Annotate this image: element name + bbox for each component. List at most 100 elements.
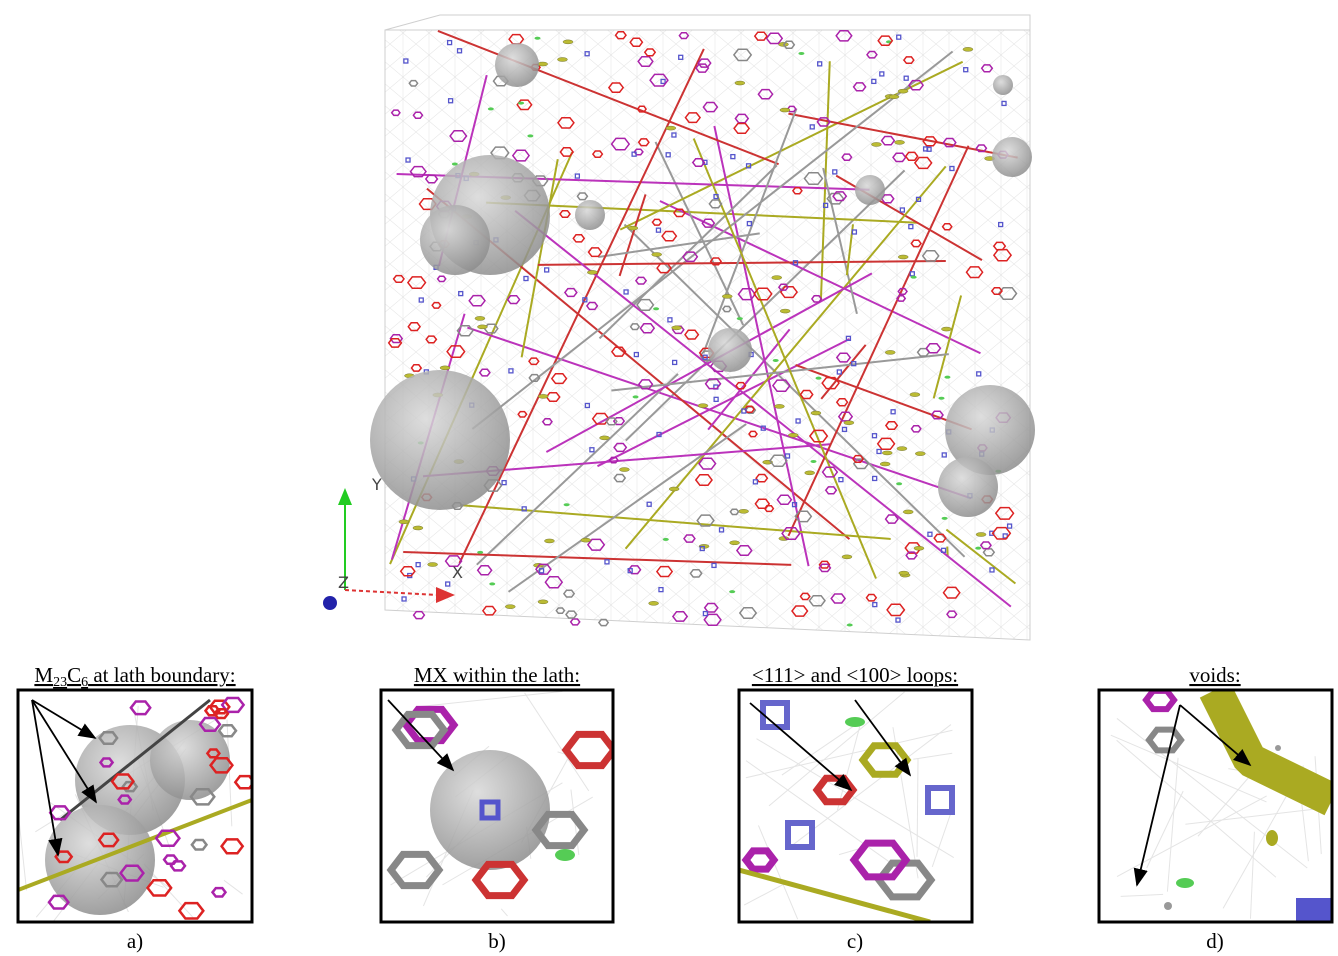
precipitate (628, 226, 638, 230)
precipitate (581, 538, 591, 542)
precipitate (563, 40, 573, 44)
void (1164, 902, 1172, 910)
precipitate (816, 377, 822, 380)
simulation-box (370, 15, 1035, 640)
precipitate (538, 394, 548, 398)
void (992, 137, 1032, 177)
precipitate (518, 102, 524, 105)
inset (381, 690, 615, 922)
precipitate (1176, 878, 1194, 888)
precipitate (477, 325, 487, 329)
precipitate (939, 397, 945, 400)
void (370, 370, 510, 510)
precipitate (772, 276, 782, 280)
void (575, 200, 605, 230)
precipitate (898, 255, 908, 259)
precipitate (652, 253, 662, 257)
precipitate (619, 468, 629, 472)
axis-label: Z (338, 573, 349, 592)
precipitate (914, 546, 924, 550)
precipitate (587, 270, 597, 274)
void (495, 43, 539, 87)
panel-label: d) (1206, 929, 1224, 953)
precipitate (963, 47, 973, 51)
precipitate (505, 605, 515, 609)
precipitate (666, 126, 676, 130)
precipitate (633, 395, 639, 398)
panel-title: M23C6 at lath boundary: (34, 663, 235, 690)
precipitate (847, 623, 853, 626)
precipitate (788, 433, 798, 437)
precipitate (811, 411, 821, 415)
precipitate (780, 309, 790, 313)
precipitate (915, 452, 925, 456)
precipitate (735, 81, 745, 85)
precipitate (729, 590, 735, 593)
precipitate (976, 532, 986, 536)
panel-label: b) (488, 929, 506, 953)
panel-title: <111> and <100> loops: (752, 663, 958, 687)
precipitate (975, 547, 981, 550)
panel-label: a) (127, 929, 143, 953)
precipitate (880, 462, 890, 466)
precipitate (845, 717, 865, 727)
inset (1099, 690, 1333, 922)
precipitate (882, 451, 892, 455)
precipitate (842, 555, 852, 559)
precipitate (488, 107, 494, 110)
precipitate (805, 471, 815, 475)
precipitate (527, 134, 533, 137)
precipitate (413, 526, 423, 530)
precipitate (538, 600, 548, 604)
loop (571, 619, 580, 625)
precipitate (899, 571, 909, 575)
precipitate (798, 52, 804, 55)
precipitate (773, 359, 779, 362)
precipitate (653, 307, 659, 310)
precipitate (730, 541, 740, 545)
panel-title: MX within the lath: (414, 663, 580, 687)
axis-label: Y (371, 475, 382, 494)
precipitate (428, 563, 438, 567)
precipitate (944, 376, 950, 379)
precipitate (896, 482, 902, 485)
precipitate (780, 108, 790, 112)
precipitate (885, 350, 895, 354)
void (708, 328, 752, 372)
precipitate (871, 142, 881, 146)
precipitate (538, 62, 548, 66)
precipitate (698, 404, 708, 408)
inset (18, 690, 254, 922)
precipitate (475, 316, 485, 320)
void (420, 205, 490, 275)
void (150, 720, 230, 800)
precipitate (942, 517, 948, 520)
precipitate (910, 393, 920, 397)
axis-label: X (452, 563, 463, 582)
panel-title: voids: (1189, 663, 1240, 687)
precipitate (911, 276, 917, 279)
void (938, 457, 998, 517)
precipitate (897, 447, 907, 451)
precipitate (544, 539, 554, 543)
precipitate (774, 404, 784, 408)
precipitate (663, 538, 669, 541)
loop (1296, 898, 1332, 922)
precipitate (669, 487, 679, 491)
figure: Y X Z M23C6 at lath boundary: MX within … (0, 0, 1338, 956)
precipitate (810, 460, 816, 463)
precipitate (722, 294, 732, 298)
void (1275, 745, 1281, 751)
panel-label: c) (847, 929, 863, 953)
precipitate (555, 849, 575, 861)
precipitate (672, 326, 682, 330)
void (855, 175, 885, 205)
precipitate (535, 37, 541, 40)
precipitate (739, 509, 749, 513)
precipitate (649, 601, 659, 605)
void (430, 750, 550, 870)
precipitate (440, 366, 450, 370)
precipitate (844, 421, 854, 425)
precipitate (903, 510, 913, 514)
precipitate (1266, 830, 1278, 846)
